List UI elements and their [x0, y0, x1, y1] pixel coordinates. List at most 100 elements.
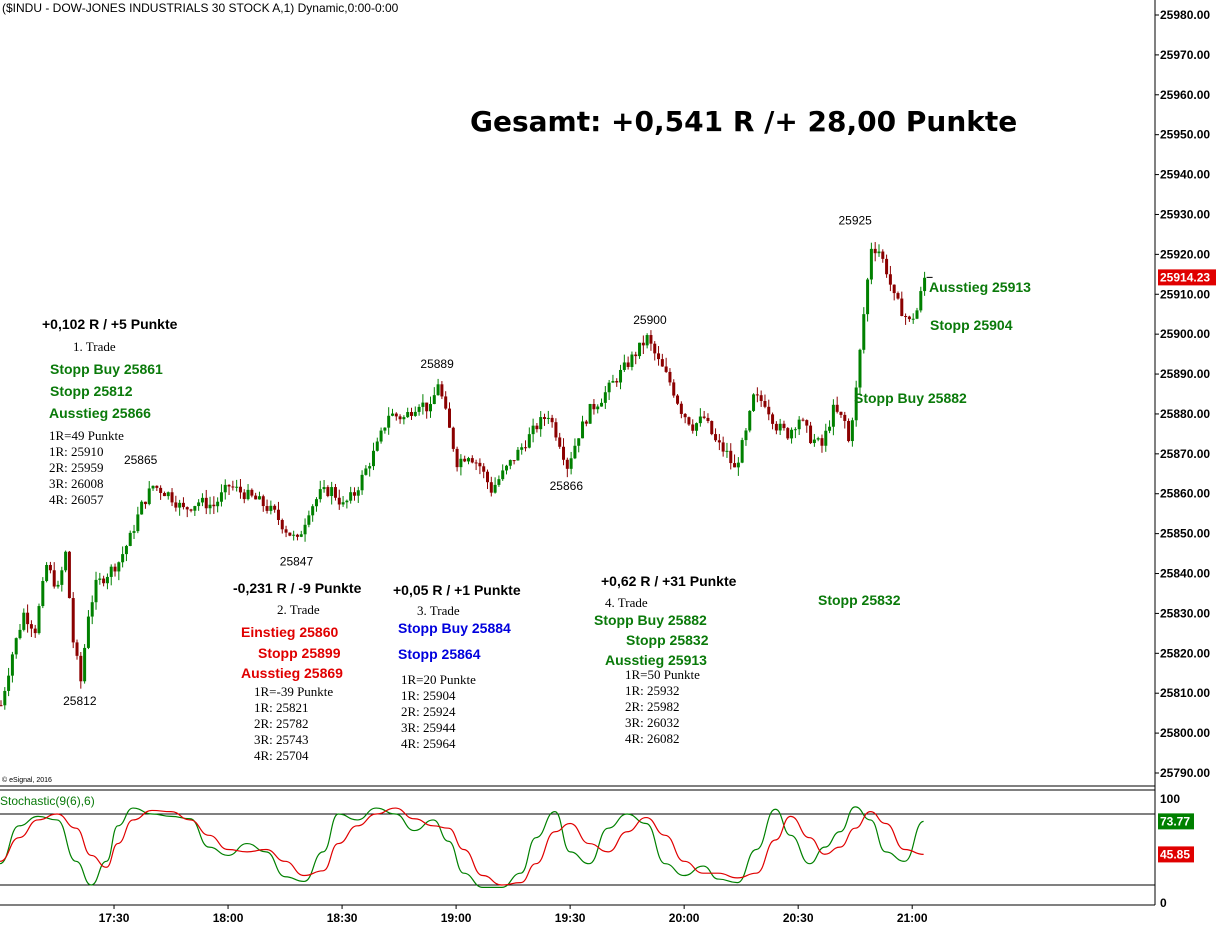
- candle-body: [3, 690, 7, 706]
- trade-annotation: 1R=20 Punkte: [401, 672, 476, 687]
- candle-body: [493, 484, 497, 493]
- candle-body: [447, 408, 451, 428]
- candle-body: [105, 576, 109, 584]
- candle-body: [668, 371, 672, 383]
- candle-body: [451, 427, 455, 449]
- candle-body: [314, 499, 318, 507]
- candle-body: [170, 492, 174, 503]
- candle-body: [489, 482, 493, 493]
- trade-annotation: Ausstieg 25866: [49, 405, 151, 421]
- candle-body: [869, 248, 873, 280]
- candle-body: [421, 402, 425, 407]
- trade-annotation: 4. Trade: [605, 595, 648, 610]
- candle-body: [866, 279, 870, 315]
- candle-body: [463, 458, 467, 462]
- candle-body: [288, 532, 292, 536]
- candle-body: [375, 441, 379, 451]
- candle-body: [717, 440, 721, 443]
- candle-body: [219, 492, 223, 502]
- candle-body: [204, 497, 208, 509]
- candle-body: [600, 402, 604, 407]
- candle-body: [379, 430, 383, 442]
- time-tick-label: 19:30: [555, 911, 586, 925]
- trade-annotation: Ausstieg 25869: [241, 665, 343, 681]
- time-tick-label: 19:00: [441, 911, 472, 925]
- candle-body: [805, 420, 809, 426]
- candle-body: [151, 485, 155, 489]
- price-tick-label: 25790.00: [1160, 766, 1210, 780]
- candle-body: [345, 500, 349, 503]
- swing-label: 25812: [63, 694, 97, 708]
- candle-body: [721, 442, 725, 452]
- candle-body: [535, 425, 539, 430]
- candle-body: [0, 705, 3, 707]
- price-tick-label: 25980.00: [1160, 8, 1210, 22]
- candle-body: [569, 458, 573, 469]
- candle-body: [744, 430, 748, 441]
- candle-body: [231, 486, 235, 488]
- trade-annotation: 1R: 25904: [401, 688, 456, 703]
- candle-body: [767, 406, 771, 415]
- time-tick-label: 18:00: [213, 911, 244, 925]
- stoch-tick-100: 100: [1160, 792, 1180, 806]
- candle-body: [683, 413, 687, 418]
- trade-annotation: Ausstieg 25913: [605, 652, 707, 668]
- candle-body: [387, 415, 391, 428]
- stoch-d-tag: [1158, 846, 1194, 863]
- candle-body: [113, 566, 117, 572]
- candle-body: [467, 458, 470, 462]
- candle-body: [371, 450, 375, 467]
- trade-annotation: 4R: 25964: [401, 736, 456, 751]
- stoch-d-value: 45.85: [1160, 847, 1190, 861]
- candlestick-layer: 25914.23: [0, 242, 1216, 710]
- candle-body: [333, 487, 337, 498]
- candle-body: [432, 395, 436, 405]
- candle-body: [364, 468, 368, 475]
- candle-body: [812, 439, 816, 444]
- candle-body: [862, 314, 866, 350]
- trade-annotation: Stopp Buy 25884: [398, 620, 511, 636]
- candle-body: [174, 502, 178, 508]
- candle-body: [193, 506, 197, 511]
- candle-body: [881, 251, 885, 259]
- candle-body: [257, 496, 261, 500]
- trade-annotation: +0,05 R / +1 Punkte: [393, 582, 521, 598]
- candle-body: [733, 463, 737, 468]
- trade-annotation: +0,102 R / +5 Punkte: [42, 316, 178, 332]
- candle-body: [622, 362, 626, 370]
- trade-annotation: 4R: 25704: [254, 748, 309, 763]
- candle-body: [254, 495, 258, 500]
- candle-body: [326, 487, 330, 497]
- swing-label: 25865: [124, 453, 158, 467]
- swing-label: 25889: [420, 357, 454, 371]
- candle-body: [208, 504, 212, 509]
- candle-body: [79, 655, 83, 682]
- candle-body: [181, 502, 185, 508]
- candle-body: [904, 316, 908, 318]
- trade-annotation: 3. Trade: [417, 603, 460, 618]
- candle-body: [516, 449, 520, 461]
- candle-body: [41, 581, 45, 607]
- candle-body: [641, 342, 645, 346]
- candle-body: [596, 406, 600, 410]
- grid-layer: 25790.00 25800.00 25810.00 25820.00 25830.00…: [99, 8, 1211, 925]
- candle-body: [546, 417, 550, 419]
- candle-body: [470, 458, 474, 463]
- candle-body: [911, 318, 915, 320]
- swing-label: 25900: [633, 313, 667, 327]
- time-tick-label: 21:00: [897, 911, 928, 925]
- candle-body: [455, 448, 459, 468]
- trade-annotation: Stopp 25899: [258, 645, 341, 661]
- candle-body: [759, 395, 763, 401]
- trade-annotation: 2R: 25959: [49, 460, 104, 475]
- candle-body: [322, 487, 326, 490]
- stoch-k-tag: [1158, 813, 1194, 830]
- candle-body: [22, 612, 26, 630]
- candle-body: [185, 507, 189, 510]
- candle-body: [417, 406, 421, 412]
- candle-body: [246, 489, 250, 500]
- trade-annotation: 1R: 25910: [49, 444, 104, 459]
- candle-body: [166, 492, 170, 497]
- swing-label: 25866: [550, 479, 584, 493]
- candle-body: [284, 529, 288, 533]
